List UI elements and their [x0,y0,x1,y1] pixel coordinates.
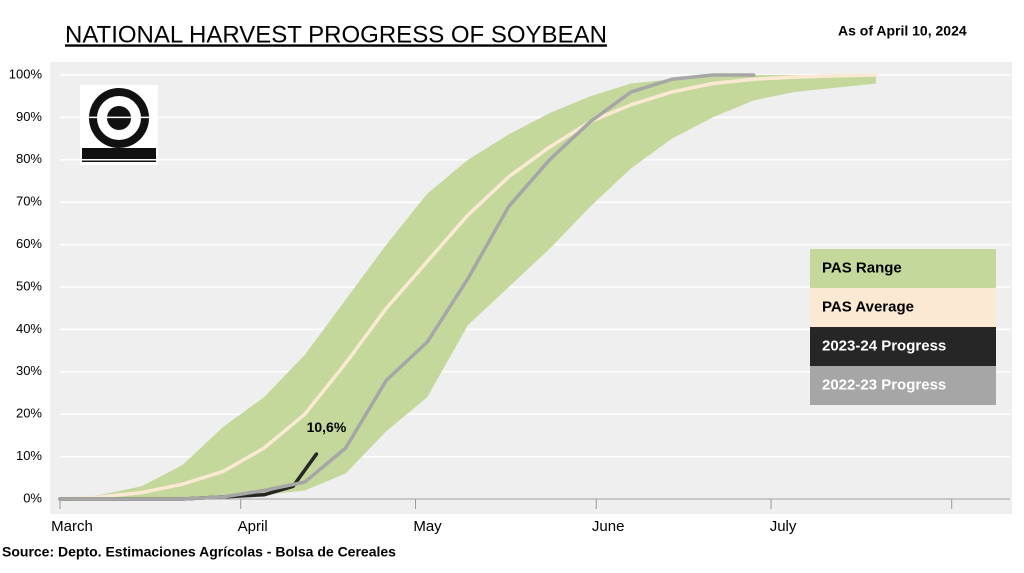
legend-swatch [810,366,996,405]
legend-swatch [810,288,996,327]
x-tick-label: May [413,518,442,535]
y-tick-label: 70% [16,194,42,209]
y-tick-label: 40% [16,321,42,336]
legend-swatch [810,249,996,288]
series-layer: 10,6% [58,73,878,501]
y-tick-label: 50% [16,278,42,293]
y-tick-label: 10% [16,448,42,463]
x-tick-label: April [238,518,268,535]
subtitle: As of April 10, 2024 [838,23,967,39]
y-tick-label: 100% [9,66,43,81]
legend-label: PAS Average [822,298,914,315]
y-tick-label: 90% [16,109,42,124]
range-area [60,75,876,499]
y-tick-label: 80% [16,151,42,166]
legend-label: 2023-24 Progress [822,337,946,354]
x-tick-label: June [592,518,625,535]
y-tick-label: 60% [16,236,42,251]
source: Source: Depto. Estimaciones Agrícolas - … [2,544,396,560]
legend-label: 2022-23 Progress [822,376,946,393]
series-line [58,73,878,501]
legend-swatch [810,327,996,366]
x-tick-label: July [770,518,797,535]
data-label: 10,6% [307,419,347,435]
x-tick-label: March [51,518,93,535]
chart-title: NATIONAL HARVEST PROGRESS OF SOYBEAN [65,21,607,48]
logo [80,85,158,165]
y-tick-label: 20% [16,406,42,421]
series-line [58,73,756,501]
legend-label: PAS Range [822,259,902,276]
y-tick-label: 30% [16,363,42,378]
y-tick-label: 0% [23,490,42,505]
